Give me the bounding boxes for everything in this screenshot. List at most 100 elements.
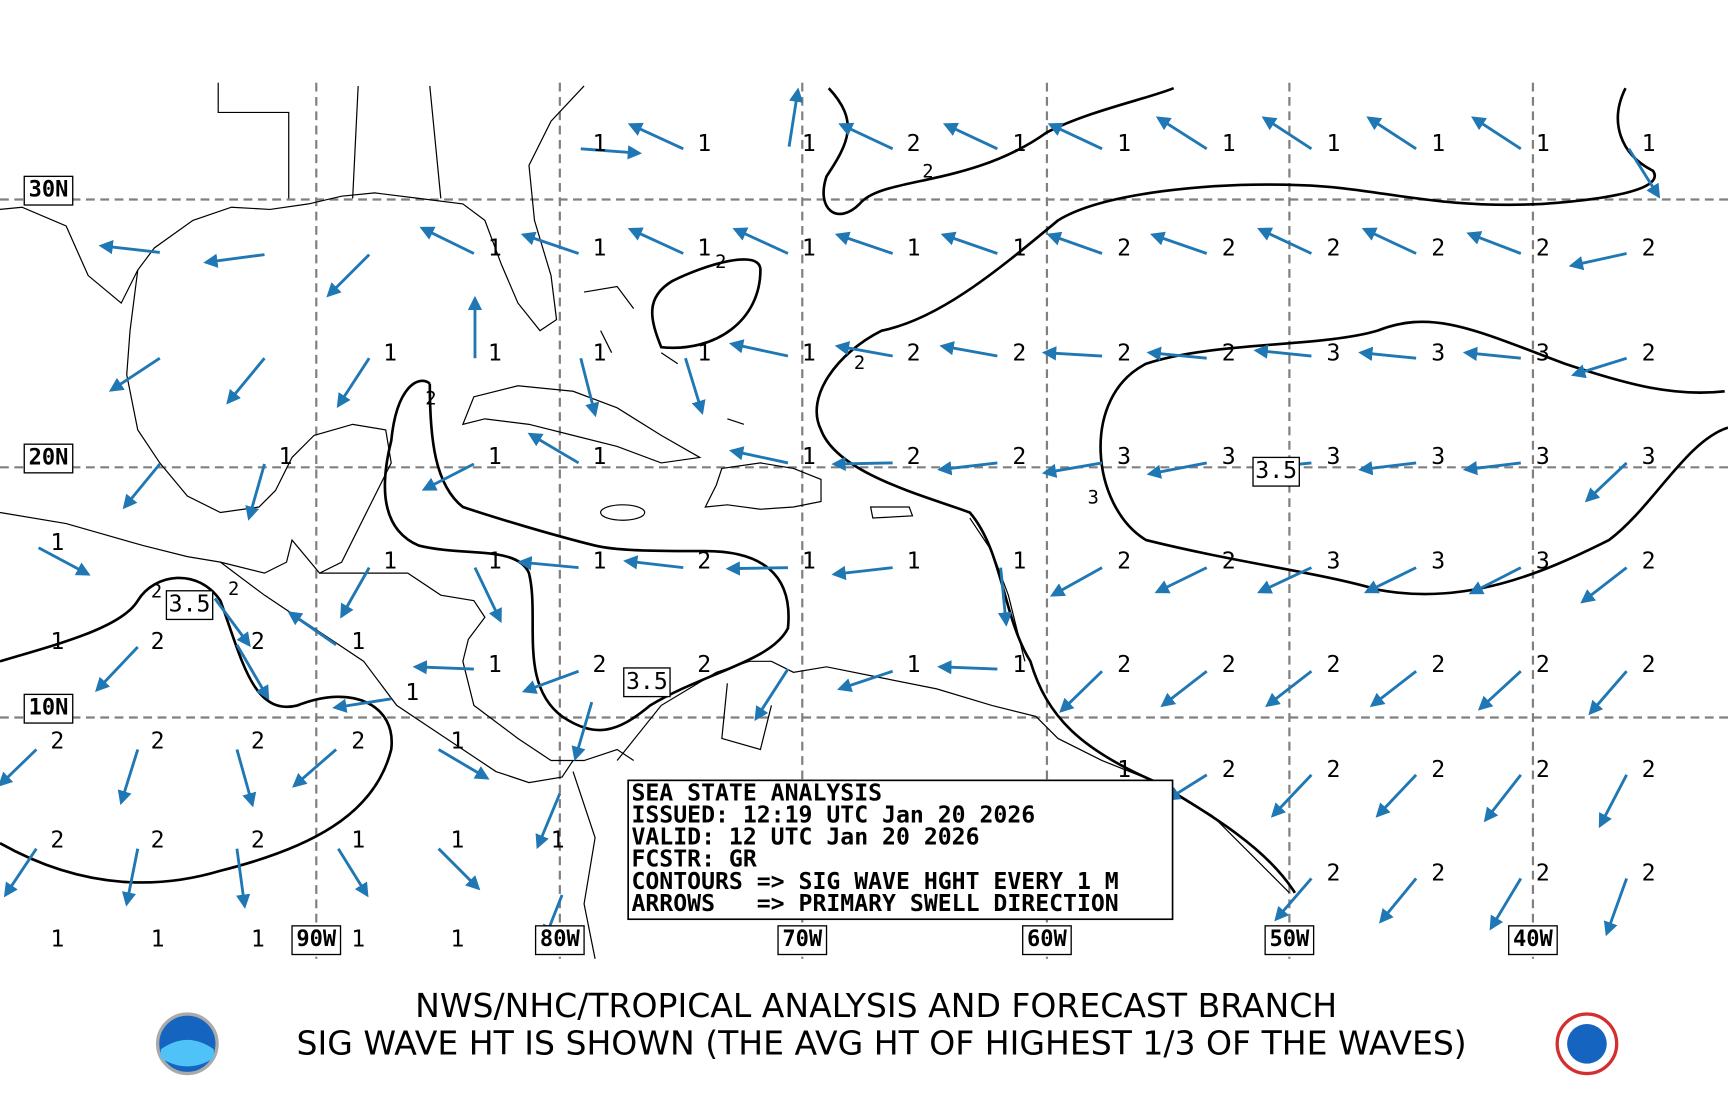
swell-arrow bbox=[623, 555, 684, 570]
longitude-box bbox=[1022, 925, 1072, 956]
swell-arrow bbox=[108, 357, 161, 392]
wave-height: 1 bbox=[697, 340, 711, 366]
swell-arrow bbox=[287, 611, 337, 646]
wave-height: 1 bbox=[1536, 131, 1550, 157]
swell-arrow bbox=[627, 122, 684, 151]
swell-arrow bbox=[520, 231, 580, 255]
wave-height: 1 bbox=[405, 680, 419, 706]
swell-arrow bbox=[1375, 773, 1418, 818]
info-line: ISSUED: 12:19 UTC Jan 20 2026 bbox=[631, 802, 1035, 828]
latitude-box bbox=[23, 693, 74, 724]
swell-arrow bbox=[1363, 566, 1417, 594]
longitude-box bbox=[534, 925, 585, 956]
contour-label: 3 bbox=[1088, 488, 1099, 509]
swell-arrow bbox=[1155, 116, 1208, 151]
swell-arrow bbox=[226, 357, 266, 405]
info-line: FCSTR: GR bbox=[631, 846, 756, 872]
wave-height: 2 bbox=[1431, 652, 1445, 678]
wave-height: 1 bbox=[802, 131, 816, 157]
info-line: VALID: 12 UTC Jan 20 2026 bbox=[631, 824, 979, 850]
wave-height: 1 bbox=[488, 340, 502, 366]
wave-height: 3 bbox=[1431, 444, 1445, 470]
swell-arrow bbox=[1046, 231, 1103, 255]
latitude-label: 30N bbox=[29, 178, 69, 203]
wave-height: 1 bbox=[907, 652, 921, 678]
swell-arrow bbox=[1369, 670, 1418, 708]
longitude-box bbox=[1508, 925, 1558, 956]
swell-arrow bbox=[937, 461, 998, 476]
wave-height: 2 bbox=[697, 652, 711, 678]
wave-height: 2 bbox=[907, 444, 921, 470]
swell-arrow bbox=[98, 239, 160, 255]
longitude-label: 70W bbox=[782, 927, 823, 952]
longitude-box bbox=[777, 925, 828, 956]
wave-height: 1 bbox=[593, 236, 607, 262]
latitude-label: 10N bbox=[29, 696, 69, 721]
swell-arrow bbox=[1584, 461, 1628, 503]
wave-height: 1 bbox=[450, 827, 464, 853]
swell-arrow bbox=[1568, 252, 1627, 271]
wave-height: 1 bbox=[450, 728, 464, 754]
wave-height: 2 bbox=[1012, 444, 1026, 470]
wave-height: 2 bbox=[1536, 652, 1550, 678]
swell-arrow bbox=[521, 669, 580, 694]
contour-label: 2 bbox=[922, 161, 933, 182]
swell-arrow bbox=[527, 432, 580, 465]
info-box: SEA STATE ANALYSIS ISSUED: 12:19 UTC Jan … bbox=[627, 779, 1174, 921]
wave-height: 2 bbox=[251, 728, 265, 754]
wave-height: 1 bbox=[697, 131, 711, 157]
wave-height: 3 bbox=[1431, 549, 1445, 575]
swell-arrow bbox=[1154, 566, 1208, 594]
wave-height: 2 bbox=[50, 728, 64, 754]
wave-height: 2 bbox=[1536, 757, 1550, 783]
swell-arrow bbox=[535, 793, 562, 850]
wave-height: 1 bbox=[593, 444, 607, 470]
longitude-box bbox=[1264, 925, 1315, 956]
wave-height: 3 bbox=[1327, 444, 1341, 470]
wave-height: 1 bbox=[907, 549, 921, 575]
footer: NWS/NHC/TROPICAL ANALYSIS AND FORECAST B… bbox=[155, 986, 1619, 1076]
swell-arrow bbox=[1274, 877, 1313, 922]
wave-height: 1 bbox=[351, 927, 365, 953]
swell-arrow bbox=[1270, 773, 1313, 818]
swell-arrow bbox=[1462, 461, 1521, 476]
swell-arrow bbox=[37, 546, 91, 576]
longitude-label: 90W bbox=[296, 927, 337, 952]
wave-height: 3 bbox=[1327, 340, 1341, 366]
swell-arrow bbox=[1471, 116, 1522, 150]
max-label-box bbox=[623, 667, 671, 698]
wave-height: 2 bbox=[251, 827, 265, 853]
swell-arrow bbox=[1358, 461, 1417, 476]
swell-arrow bbox=[1466, 231, 1522, 255]
wave-height: 2 bbox=[1431, 757, 1445, 783]
wave-height: 1 bbox=[488, 444, 502, 470]
wave-height: 2 bbox=[151, 629, 165, 655]
wave-height: 3 bbox=[1327, 549, 1341, 575]
swell-arrow bbox=[1261, 116, 1313, 150]
swell-arrow bbox=[1047, 122, 1103, 151]
swell-arrow bbox=[419, 226, 475, 255]
wave-height: 1 bbox=[1012, 549, 1026, 575]
wave-height: 2 bbox=[1222, 236, 1236, 262]
wave-height: 1 bbox=[1012, 131, 1026, 157]
wave-height: 2 bbox=[1642, 236, 1656, 262]
swell-arrow bbox=[728, 446, 789, 465]
wave-height: 1 bbox=[1642, 131, 1656, 157]
wave-height: 3 bbox=[1536, 444, 1550, 470]
wave-height: 2 bbox=[697, 549, 711, 575]
wave-height: 1 bbox=[1012, 652, 1026, 678]
wave-height: 1 bbox=[697, 236, 711, 262]
wave-height: 1 bbox=[351, 629, 365, 655]
wave-height: 1 bbox=[278, 444, 292, 470]
swell-arrow bbox=[1041, 461, 1103, 478]
wave-height: 1 bbox=[151, 927, 165, 953]
wave-height: 1 bbox=[50, 927, 64, 953]
wave-height: 1 bbox=[593, 340, 607, 366]
wave-height: 1 bbox=[488, 652, 502, 678]
wave-height: 1 bbox=[551, 827, 565, 853]
wave-height: 2 bbox=[1431, 861, 1445, 887]
swell-arrow bbox=[838, 122, 894, 151]
longitude-label: 40W bbox=[1513, 927, 1554, 952]
longitude-label: 80W bbox=[540, 927, 581, 952]
swell-arrow bbox=[1603, 877, 1628, 937]
